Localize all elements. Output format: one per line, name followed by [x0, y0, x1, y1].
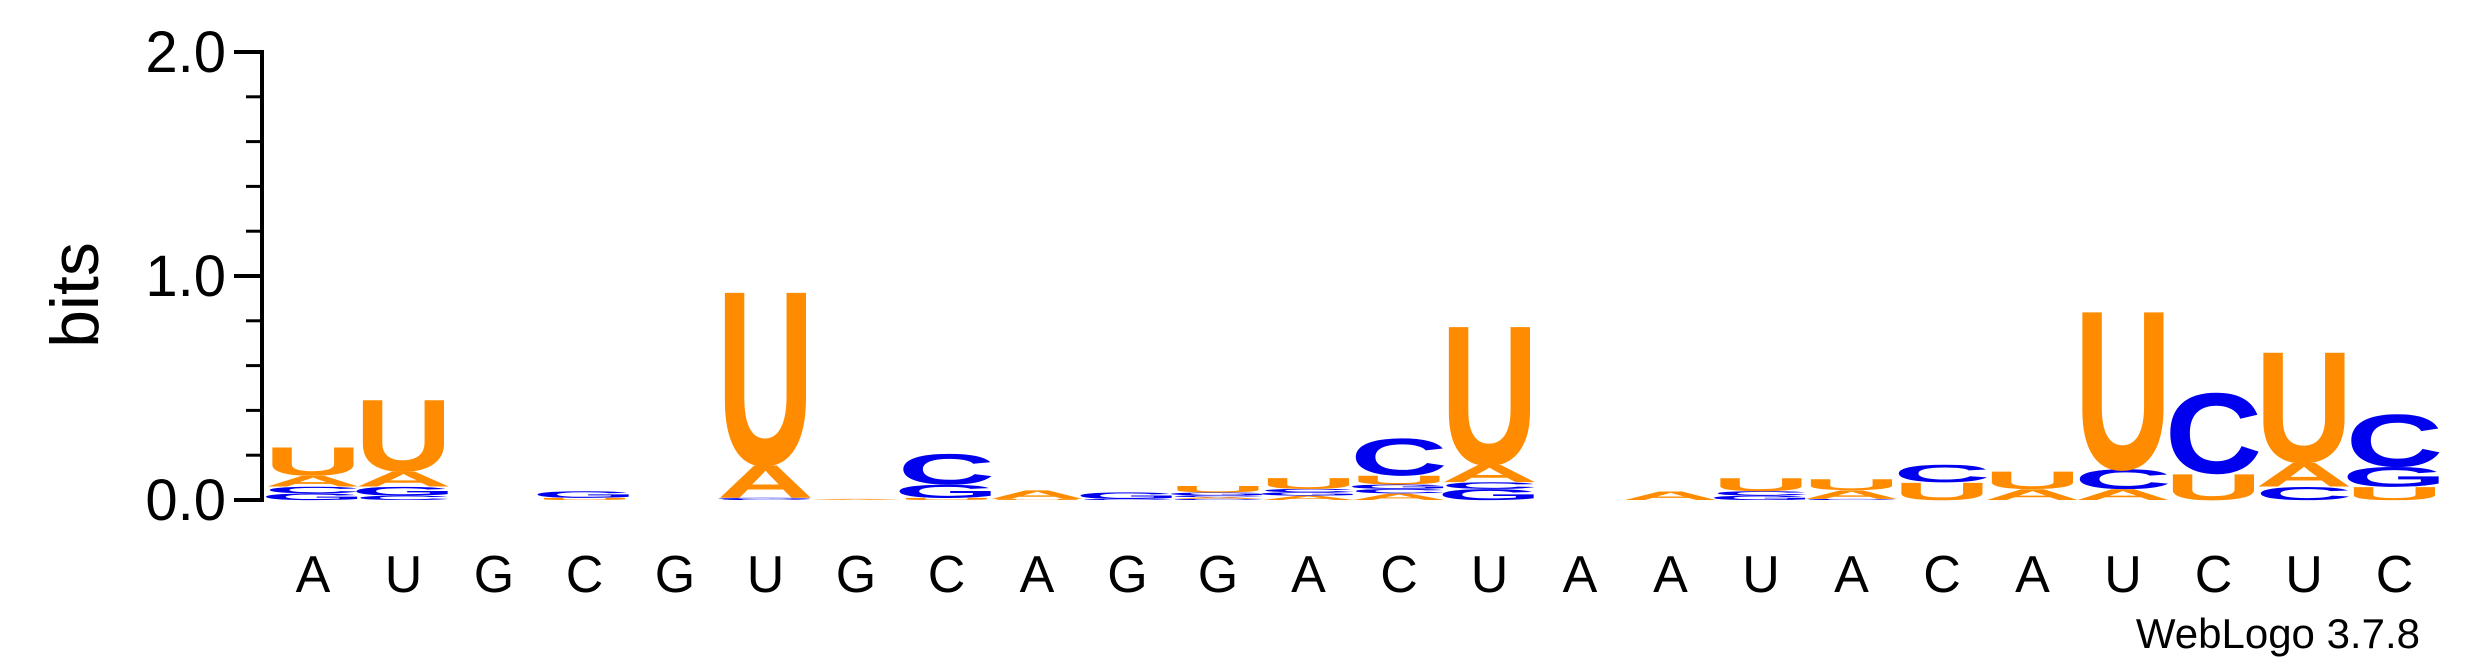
- y-tick-label: 0.0: [145, 468, 226, 533]
- logo-letter-a: A: [1984, 486, 2081, 503]
- x-tick-label: A: [2015, 546, 2050, 604]
- logo-letter-g: G: [532, 489, 637, 499]
- logo-letter-g: G: [1075, 490, 1180, 500]
- logo-letter-c: C: [264, 485, 361, 495]
- logo-letter-g: G: [1437, 486, 1542, 503]
- x-tick-label: G: [655, 546, 695, 604]
- logo-letter-u: U: [264, 439, 361, 484]
- logo-letter-a: A: [807, 499, 904, 501]
- logo-letter-g: G: [1346, 483, 1451, 490]
- logo-letter-u: U: [2255, 320, 2352, 497]
- logo-letter-c: C: [1169, 495, 1266, 498]
- x-tick-label: C: [2195, 546, 2233, 604]
- logo-letter-a: A: [355, 467, 452, 491]
- x-tick-label: U: [2104, 546, 2142, 604]
- logo-letter-a: A: [988, 488, 1085, 502]
- x-tick-label: C: [2376, 546, 2414, 604]
- logo-letter-c: C: [2074, 464, 2171, 495]
- y-axis-label: bits: [37, 242, 113, 348]
- x-tick-label: G: [474, 546, 514, 604]
- x-tick-label: C: [1923, 546, 1961, 604]
- logo-letter-u: U: [1803, 476, 1900, 493]
- logo-letter-a: A: [1803, 488, 1900, 502]
- x-tick-label: U: [1471, 546, 1509, 604]
- logo-letter-c: C: [1079, 499, 1176, 501]
- logo-letter-u: U: [1893, 477, 1990, 505]
- x-tick-label: G: [1198, 546, 1238, 604]
- x-tick-label: C: [566, 546, 604, 604]
- logo-letter-u: U: [1984, 466, 2081, 494]
- logo-letter-a: A: [264, 473, 361, 490]
- logo-letter-u: U: [717, 240, 814, 517]
- logo-letter-u: U: [1169, 484, 1266, 494]
- logo-letter-c: C: [2346, 399, 2443, 483]
- y-tick-label: 1.0: [145, 244, 226, 309]
- x-tick-label: A: [1020, 546, 1055, 604]
- logo-letter-a: A: [1622, 489, 1719, 503]
- logo-letter-u: U: [1712, 474, 1809, 495]
- logo-letter-u: U: [355, 378, 452, 493]
- x-tick-label: G: [836, 546, 876, 604]
- x-tick-label: A: [1291, 546, 1326, 604]
- x-tick-label: A: [1563, 546, 1598, 604]
- logo-letter-u: U: [898, 497, 995, 500]
- logo-letter-c: C: [355, 494, 452, 501]
- y-axis: 0.0 1.0 2.0: [145, 20, 264, 533]
- logo-letter-c: C: [2255, 483, 2352, 504]
- logo-letter-c: C: [1893, 460, 1990, 488]
- logo-letter-a: A: [1350, 492, 1447, 502]
- logo-letter-c: C: [2165, 369, 2262, 498]
- x-tick-label: U: [747, 546, 785, 604]
- x-tick-label: A: [1834, 546, 1869, 604]
- logo-letter-c: C: [1712, 490, 1809, 497]
- x-tick-label: G: [1107, 546, 1147, 604]
- logo-letter-g: G: [1165, 492, 1270, 496]
- logo-letter-a: A: [1169, 497, 1266, 500]
- logo-letter-g: G: [1256, 491, 1361, 496]
- logo-letter-c: C: [1441, 480, 1538, 490]
- logo-letter-c: C: [1350, 427, 1448, 486]
- logo-letter-c: C: [1350, 488, 1447, 495]
- logo-letter-c: C: [898, 445, 995, 494]
- logo-letter-a: A: [2074, 486, 2171, 503]
- y-tick-label: 2.0: [145, 20, 226, 85]
- logo-letter-g: G: [713, 497, 818, 499]
- logo-letter-u: U: [1260, 475, 1357, 492]
- logo-letter-c: C: [1803, 499, 1900, 501]
- logo-letter-u: U: [536, 497, 633, 500]
- logo-letter-u: U: [1350, 473, 1447, 487]
- logo-letter-a: A: [2255, 456, 2353, 494]
- logo-letter-u: U: [988, 499, 1085, 501]
- logo-letter-a: A: [1441, 460, 1538, 488]
- logo-letter-a: A: [717, 456, 815, 508]
- logo-letter-g: G: [2342, 461, 2447, 492]
- logo-letter-u: U: [1441, 285, 1538, 507]
- logo-letter-g: G: [894, 481, 999, 502]
- logo-letter-c: C: [717, 499, 814, 501]
- x-tick-label: C: [928, 546, 966, 604]
- logo-letter-c: C: [1260, 488, 1357, 493]
- x-tick-label: U: [385, 546, 423, 604]
- x-tick-label: A: [296, 546, 331, 604]
- logo-letter-g: G: [351, 484, 456, 498]
- logo-letter-u: U: [2074, 263, 2171, 517]
- x-tick-label: A: [1653, 546, 1688, 604]
- logo-letter-a: A: [1260, 494, 1357, 501]
- x-tick-label: C: [1380, 546, 1418, 604]
- x-tick-label: U: [1742, 546, 1780, 604]
- x-tick-label: U: [2285, 546, 2323, 604]
- logo-letter-g: G: [1708, 494, 1813, 501]
- logo-letter-c: C: [1169, 499, 1266, 501]
- logo-letter-u: U: [2165, 466, 2263, 508]
- logo-letter-g: G: [261, 492, 366, 502]
- logo-letter-u: U: [2346, 483, 2443, 504]
- weblogo-watermark: WebLogo 3.7.8: [2136, 610, 2420, 657]
